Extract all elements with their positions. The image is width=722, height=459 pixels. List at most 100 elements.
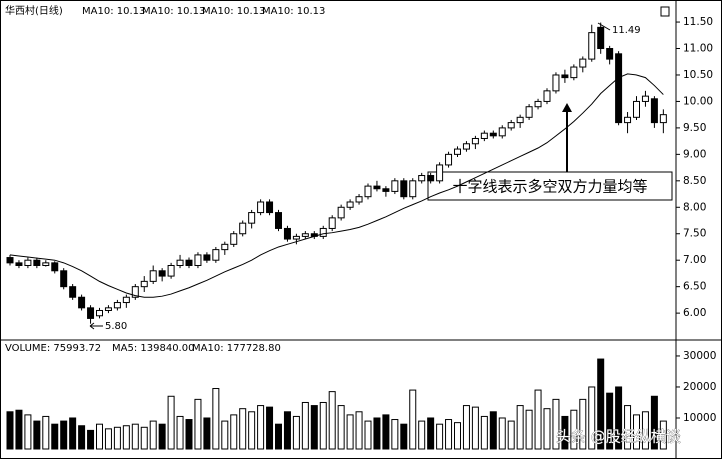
volume-bar	[203, 417, 211, 450]
volume-bar	[579, 398, 587, 450]
legend-text: MA10: 10.13	[142, 6, 205, 17]
y-tick-label: 8.00	[683, 201, 706, 213]
low-arrowhead	[89, 322, 95, 330]
callout-arrowhead	[562, 103, 572, 112]
volume-bar	[15, 409, 23, 450]
candle-body	[436, 164, 444, 182]
candle-body	[355, 196, 363, 203]
volume-bar	[33, 420, 41, 450]
y-tick-label: 11.50	[683, 16, 713, 28]
candle-body	[328, 217, 336, 229]
candle-body	[480, 132, 488, 139]
volume-bar	[149, 420, 157, 450]
volume-bar	[221, 420, 229, 450]
candle-body	[221, 243, 229, 251]
volume-bar	[355, 411, 363, 450]
volume-bar	[6, 411, 14, 450]
candle-body	[382, 188, 390, 192]
candle-body	[248, 212, 256, 224]
volume-bar	[498, 417, 506, 450]
volume-bar	[597, 358, 605, 450]
volume-bar	[534, 389, 542, 450]
y-tick-label: 9.50	[683, 122, 706, 134]
volume-bar	[409, 389, 417, 450]
volume-bar	[319, 401, 327, 450]
candle-body	[140, 280, 148, 288]
candle-body	[6, 257, 14, 264]
candle-body	[606, 48, 614, 60]
volume-bar	[87, 429, 95, 450]
candle-body	[87, 307, 95, 319]
volume-bar	[328, 391, 336, 450]
volume-bar	[543, 408, 551, 450]
candle-body	[78, 296, 86, 309]
volume-bar	[239, 408, 247, 450]
y-tick-label: 10000	[683, 412, 716, 424]
volume-bar	[96, 423, 103, 450]
candle-body	[230, 233, 238, 245]
legend-text: MA10: 10.13	[202, 6, 265, 17]
candle-body	[597, 26, 605, 50]
volume-bar	[641, 411, 649, 450]
volume-bar	[624, 405, 632, 450]
volume-bar	[364, 420, 372, 450]
volume-bar	[454, 422, 461, 450]
volume-bar	[346, 414, 354, 450]
candle-body	[60, 270, 68, 288]
volume-bar	[176, 415, 184, 450]
volume-bar	[659, 420, 667, 450]
candle-body	[579, 58, 587, 68]
candle-body	[507, 122, 515, 129]
candle-body	[212, 249, 220, 261]
volume-bar	[436, 423, 444, 450]
volume-bar	[337, 405, 345, 450]
volume-bar	[60, 420, 68, 450]
candle-body	[24, 259, 32, 266]
high-pointer	[597, 22, 611, 31]
volume-bar	[471, 406, 479, 450]
volume-bar	[266, 406, 274, 450]
candle-body	[257, 201, 265, 214]
candle-body	[489, 132, 497, 137]
high-label: 11.49	[612, 25, 641, 36]
legend-text: MA5: 139840.00	[112, 343, 194, 354]
legend-text: MA10: 10.13	[82, 6, 145, 17]
volume-bar	[194, 398, 202, 450]
candle-body	[337, 206, 345, 219]
watermark: 头条 @股经纵横谈	[556, 428, 681, 446]
candle-body	[51, 262, 59, 272]
candle-body	[364, 185, 372, 198]
y-tick-label: 7.00	[683, 254, 706, 266]
volume-bar	[570, 409, 578, 450]
candle-body	[641, 95, 649, 102]
candle-body	[176, 259, 184, 266]
y-tick-label: 6.50	[683, 281, 706, 293]
candle-body	[69, 286, 77, 298]
volume-bar	[462, 405, 470, 450]
volume-bar	[283, 411, 291, 450]
y-tick-label: 30000	[683, 350, 716, 362]
volume-bar	[507, 420, 515, 450]
candle-body	[266, 201, 274, 214]
y-tick-label: 11.00	[683, 43, 713, 55]
candle-body	[427, 175, 435, 182]
volume-bar	[588, 386, 596, 450]
candle-body	[96, 309, 103, 317]
candle-body	[391, 180, 399, 192]
volume-bar	[167, 395, 175, 450]
candle-body	[104, 307, 112, 311]
volume-bar	[427, 417, 435, 450]
candle-body	[633, 100, 640, 118]
candle-body	[122, 296, 130, 304]
candle-body	[42, 262, 50, 266]
volume-bar	[382, 414, 390, 450]
candle-body	[158, 270, 166, 277]
candle-body	[131, 286, 139, 298]
candle-body	[534, 100, 542, 108]
candle-body	[194, 254, 202, 266]
low-label: 5.80	[105, 321, 127, 332]
candle-body	[624, 116, 632, 124]
candle-body	[498, 127, 506, 137]
volume-bar	[69, 417, 77, 450]
y-tick-label: 20000	[683, 381, 716, 393]
